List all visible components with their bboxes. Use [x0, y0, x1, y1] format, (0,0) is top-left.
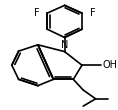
Text: OH: OH — [102, 60, 118, 70]
Text: N: N — [61, 40, 68, 50]
Text: F: F — [90, 8, 95, 18]
Text: F: F — [34, 8, 39, 18]
